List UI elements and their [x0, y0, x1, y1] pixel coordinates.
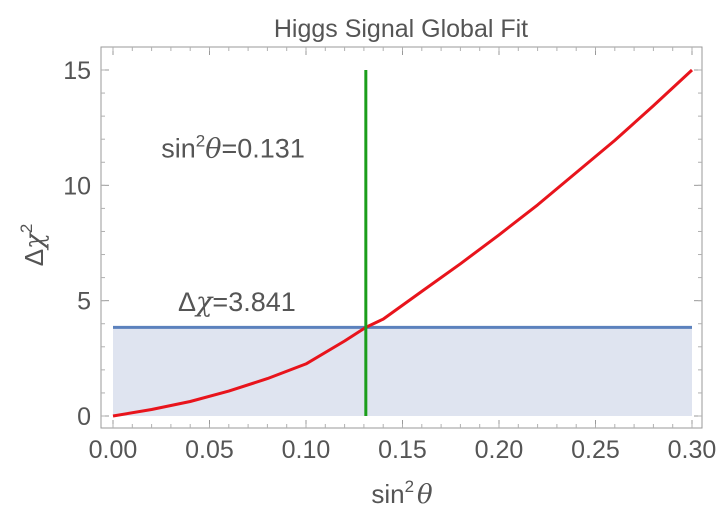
- vline-label-sup: 2: [196, 132, 205, 151]
- y-tick-label: 15: [63, 57, 91, 85]
- hline-label: Δχ=3.841: [178, 287, 296, 318]
- shaded-region: [113, 327, 692, 416]
- y-axis-label-sup: 2: [17, 224, 36, 233]
- series-line-delta-chi2: [112, 68, 694, 418]
- series-layer: [112, 68, 694, 418]
- x-tick-label: 0.15: [378, 436, 427, 464]
- x-tick-label: 0.25: [571, 436, 620, 464]
- plot-frame-border: [100, 46, 703, 429]
- x-tick-label: 0.05: [185, 436, 234, 464]
- y-axis-label-symbol: χ: [20, 231, 50, 251]
- x-axis-label-symbol: θ: [417, 480, 433, 510]
- plot-frame: [100, 46, 703, 429]
- x-axis-label: sin2 θ: [371, 477, 433, 510]
- x-axis-label-sup: 2: [405, 477, 414, 496]
- x-tick-label: 0.10: [282, 436, 331, 464]
- y-axis-label: Δχ2: [17, 224, 50, 267]
- hline-label-value: =3.841: [212, 287, 295, 317]
- hline-label-symbol: χ: [194, 287, 214, 318]
- x-tick-label: 0.20: [475, 436, 524, 464]
- vline-label: sin2θ=0.131: [161, 132, 305, 165]
- x-tick-label: 0.00: [89, 436, 138, 464]
- y-tick-label: 5: [77, 288, 91, 316]
- axis-ticks: 0.00 0.05 0.10 0.15 0.20 0.25 0.30 0 5 10 15: [63, 47, 716, 464]
- vline-label-prefix: sin: [161, 134, 196, 164]
- hline-label-prefix: Δ: [178, 287, 196, 317]
- x-tick-label: 0.30: [668, 436, 717, 464]
- shaded-region-layer: [113, 327, 692, 416]
- y-axis-label-prefix: Δ: [19, 249, 49, 266]
- y-tick-label: 0: [77, 403, 91, 431]
- chart-title: Higgs Signal Global Fit: [274, 15, 528, 43]
- vline-label-symbol: θ: [205, 134, 221, 165]
- vline-label-value: =0.131: [222, 134, 305, 164]
- x-axis-label-prefix: sin: [371, 479, 404, 509]
- y-tick-label: 10: [63, 172, 91, 200]
